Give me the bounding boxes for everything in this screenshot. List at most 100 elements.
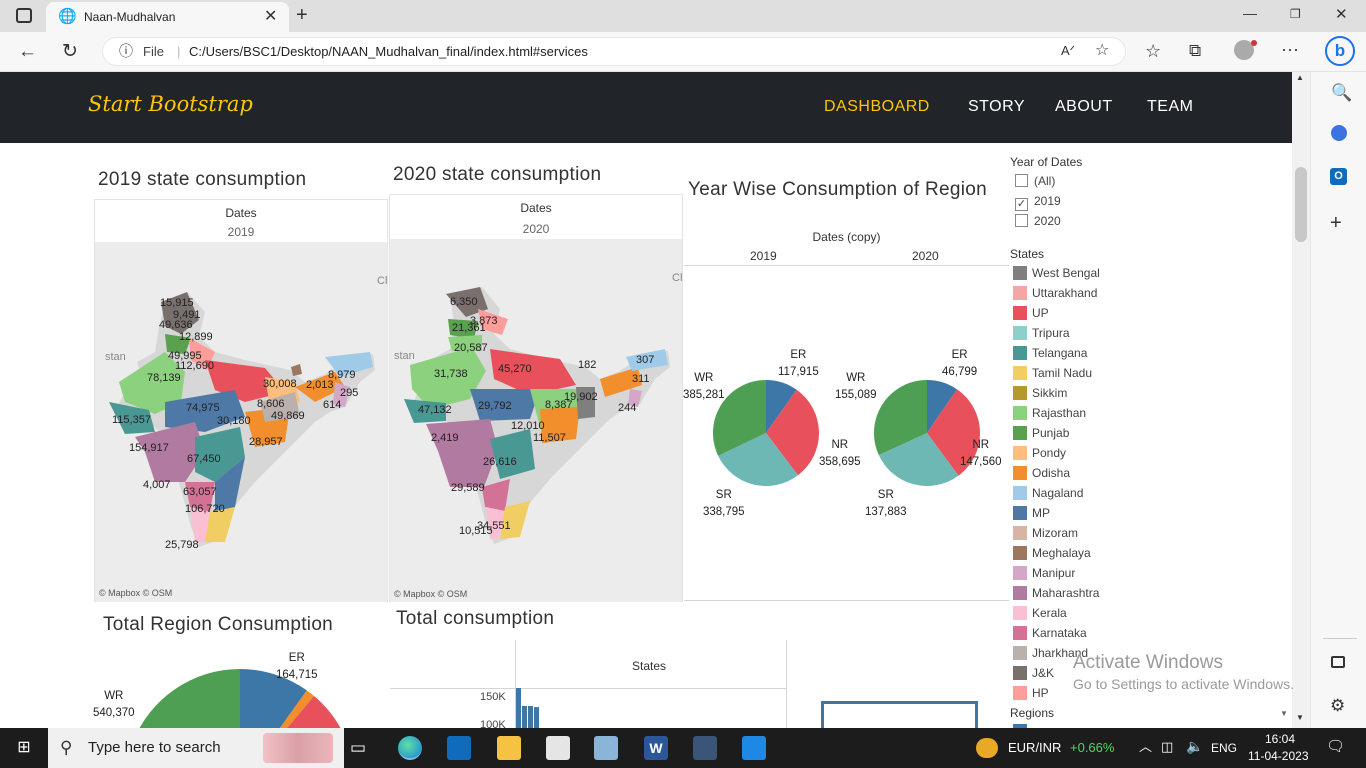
edge-app-icon[interactable]	[398, 736, 422, 760]
browser-tab[interactable]: 🌐 Naan-Mudhalvan ✕	[46, 2, 289, 32]
scroll-down-icon[interactable]: ▼	[1296, 713, 1304, 722]
pie-slice-nr[interactable]	[927, 389, 980, 476]
state-legend-item[interactable]: Tamil Nadu	[1013, 366, 1092, 382]
pie-slice-er[interactable]	[240, 669, 307, 728]
state-legend-item[interactable]: Maharashtra	[1013, 586, 1099, 602]
notification-center-icon[interactable]: 🗨	[1326, 738, 1346, 755]
read-aloud-icon[interactable]: Aᐟ	[1061, 43, 1076, 58]
page-scrollbar[interactable]: ▲ ▼	[1292, 72, 1310, 728]
vscode-app-icon[interactable]	[693, 736, 717, 760]
clock-time[interactable]: 16:04	[1265, 732, 1296, 746]
pie-slice-sr[interactable]	[718, 433, 798, 486]
pie-slice-er[interactable]	[927, 380, 958, 433]
year-option[interactable]: ✓ 2019	[1015, 194, 1061, 211]
nav-team[interactable]: TEAM	[1147, 98, 1194, 115]
snipping-app-icon[interactable]	[594, 736, 618, 760]
address-field[interactable]: ⓘ File | C:/Users/BSC1/Desktop/NAAN_Mudh…	[102, 37, 1126, 66]
ticker-name[interactable]: EUR/INR	[1008, 740, 1062, 755]
selection-box[interactable]	[821, 701, 978, 731]
photos-app-icon[interactable]	[742, 736, 766, 760]
profile-avatar[interactable]	[1234, 40, 1254, 60]
state-legend-item[interactable]: Odisha	[1013, 466, 1070, 482]
settings-gear-icon[interactable]: ⚙	[1330, 696, 1346, 715]
hide-sidebar-icon[interactable]	[1331, 656, 1345, 668]
state-legend-item[interactable]: Karnataka	[1013, 626, 1087, 642]
state-legend-item[interactable]: MP	[1013, 506, 1050, 522]
new-tab-icon[interactable]: +	[296, 4, 308, 26]
close-tab-icon[interactable]: ✕	[264, 8, 278, 25]
year-option[interactable]: 2020	[1015, 214, 1061, 228]
state-legend-item[interactable]: Sikkim	[1013, 386, 1067, 402]
state-legend-item[interactable]: Telangana	[1013, 346, 1087, 362]
pie-slice-wr[interactable]	[133, 669, 240, 728]
bar[interactable]	[516, 688, 521, 728]
bar[interactable]	[528, 706, 533, 728]
state-legend-item[interactable]: West Bengal	[1013, 266, 1100, 282]
state-legend-item[interactable]: Mizoram	[1013, 526, 1078, 542]
pie-slice-nr[interactable]	[766, 389, 819, 476]
volume-icon[interactable]: 🔈	[1186, 738, 1204, 754]
state-legend-item[interactable]: Manipur	[1013, 566, 1075, 582]
windows-start-icon[interactable]: ⊞	[17, 739, 31, 756]
pie-slice-sr[interactable]	[878, 433, 959, 486]
pie-slice-wr[interactable]	[713, 380, 766, 456]
state-legend-item[interactable]: Tripura	[1013, 326, 1070, 342]
language-indicator[interactable]: ENG	[1211, 741, 1238, 755]
back-icon[interactable]: ←	[18, 41, 37, 62]
year-checkbox[interactable]: ✓	[1015, 198, 1028, 211]
bar[interactable]	[534, 707, 539, 728]
tray-chevron-icon[interactable]: ︿	[1139, 739, 1153, 754]
copilot-icon[interactable]	[1331, 125, 1347, 141]
brand-logo[interactable]: Start Bootstrap	[88, 92, 253, 116]
map-attribution[interactable]: © Mapbox © OSM	[394, 589, 468, 599]
search-icon[interactable]: 🔍	[1331, 83, 1353, 102]
more-icon[interactable]: ···	[1281, 39, 1299, 59]
map-2020-canvas[interactable]: stan Ch 6,350 3,873 21,361 20,587 45,270…	[390, 239, 682, 602]
store-app-icon[interactable]	[546, 736, 570, 760]
state-legend-item[interactable]: Nagaland	[1013, 486, 1083, 502]
nav-about[interactable]: ABOUT	[1055, 98, 1113, 115]
favorites-icon[interactable]: ☆	[1145, 41, 1162, 61]
collections-icon[interactable]: ⧉	[1189, 41, 1202, 60]
state-legend-item[interactable]: Jharkhand	[1013, 646, 1088, 662]
network-icon[interactable]: ◫	[1161, 739, 1174, 754]
state-legend-item[interactable]: Punjab	[1013, 426, 1069, 442]
pie-2020[interactable]	[872, 378, 982, 488]
state-legend-item[interactable]: J&K	[1013, 666, 1054, 682]
bing-icon[interactable]: b	[1325, 36, 1355, 66]
state-legend-item[interactable]: HP	[1013, 686, 1049, 704]
pie-slice-sliver[interactable]	[240, 690, 315, 728]
state-legend-item[interactable]: Rajasthan	[1013, 406, 1086, 422]
year-checkbox[interactable]	[1015, 174, 1028, 187]
pie-slice-er[interactable]	[766, 380, 797, 433]
state-legend-item[interactable]: UP	[1013, 306, 1049, 322]
mail-app-icon[interactable]	[447, 736, 471, 760]
scrollbar-thumb[interactable]	[1295, 167, 1307, 242]
total-consumption-bars[interactable]	[516, 688, 576, 728]
pie-2019[interactable]	[711, 378, 821, 488]
bar[interactable]	[522, 706, 527, 728]
pie-slice-nr[interactable]	[240, 696, 347, 728]
year-option[interactable]: (All)	[1015, 174, 1055, 188]
state-legend-item[interactable]: Kerala	[1013, 606, 1067, 622]
tab-actions-icon[interactable]	[16, 8, 32, 23]
total-region-pie[interactable]	[125, 666, 355, 728]
nav-dashboard[interactable]: DASHBOARD	[824, 98, 930, 115]
close-window-icon[interactable]: ✕	[1335, 6, 1348, 23]
legend-scroll-down-icon[interactable]: ▼	[1280, 709, 1288, 718]
word-app-icon[interactable]: W	[644, 736, 668, 760]
map-2019-canvas[interactable]: stan Ch 15,915 9,491 49,636 12,899 49,99…	[95, 242, 387, 602]
state-legend-item[interactable]: Uttarakhand	[1013, 286, 1097, 302]
pie-slice-wr[interactable]	[874, 380, 927, 456]
nav-story[interactable]: STORY	[968, 98, 1026, 115]
task-view-icon[interactable]: ▭	[350, 738, 367, 757]
state-legend-item[interactable]: Pondy	[1013, 446, 1066, 462]
add-sidebar-icon[interactable]: +	[1330, 212, 1342, 234]
taskbar-search-box[interactable]: ⚲ Type here to search	[48, 728, 344, 768]
file-explorer-icon[interactable]	[497, 736, 521, 760]
year-checkbox[interactable]	[1015, 214, 1028, 227]
clock-date[interactable]: 11-04-2023	[1248, 749, 1309, 763]
scroll-up-icon[interactable]: ▲	[1296, 73, 1304, 82]
outlook-icon[interactable]: O	[1330, 168, 1347, 185]
refresh-icon[interactable]: ↻	[62, 41, 78, 62]
